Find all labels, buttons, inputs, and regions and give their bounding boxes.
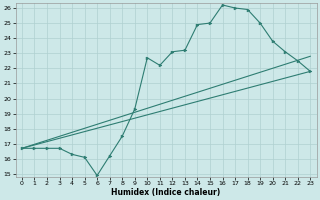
X-axis label: Humidex (Indice chaleur): Humidex (Indice chaleur) — [111, 188, 221, 197]
